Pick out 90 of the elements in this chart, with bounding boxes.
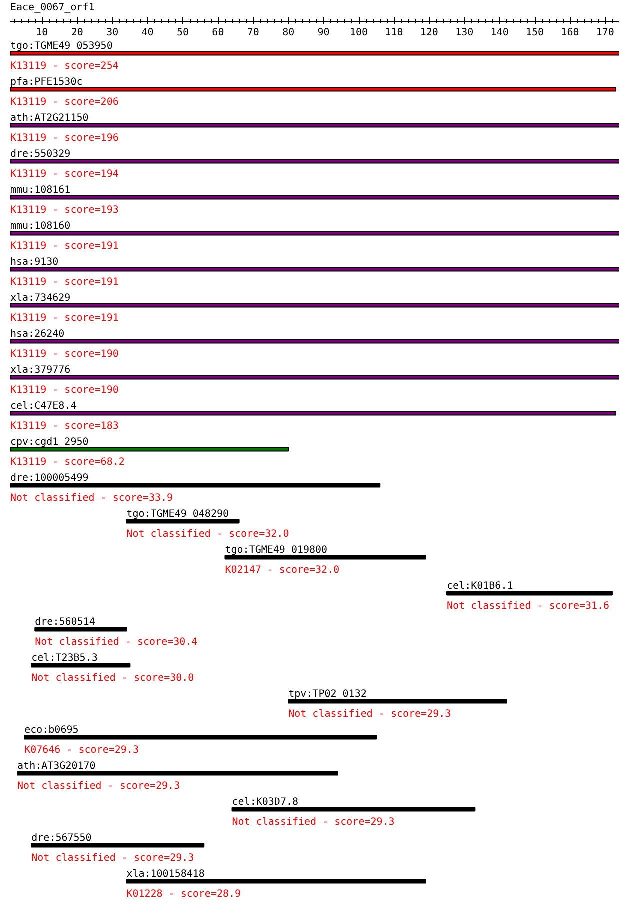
- bar: [224, 555, 426, 560]
- y-tick-label: dre:550329: [10, 149, 71, 160]
- annotation: Not classified - score=29.3: [232, 817, 395, 828]
- y-tick-label: pfa:PFE1530c: [10, 77, 83, 88]
- bar: [10, 51, 620, 56]
- bar: [10, 231, 620, 236]
- annotation: K13119 - score=190: [10, 349, 119, 360]
- annotation: K13119 - score=191: [10, 241, 119, 252]
- annotation: Not classified - score=29.3: [18, 781, 180, 792]
- x-tick-label: 60: [212, 28, 224, 38]
- y-tick-label: xla:734629: [10, 293, 71, 304]
- annotation: K01228 - score=28.9: [126, 889, 242, 900]
- x-tick-label: 100: [350, 28, 368, 38]
- x-tick-label: 130: [456, 28, 474, 38]
- annotation: Not classified - score=29.3: [288, 709, 452, 720]
- y-tick-label: eco:b0695: [24, 725, 79, 736]
- chart-title: Eace_0067_orf1: [10, 2, 95, 14]
- y-tick-label: cel:C47E8.4: [10, 401, 77, 412]
- bar: [288, 699, 508, 704]
- bar: [10, 483, 381, 488]
- x-tick-label: 150: [526, 28, 544, 38]
- annotation: K13119 - score=196: [10, 133, 119, 144]
- annotation: Not classified - score=32.0: [126, 529, 290, 540]
- bar: [10, 375, 620, 380]
- y-tick-label: cel:K01B6.1: [447, 581, 514, 592]
- y-tick-label: xla:100158418: [126, 869, 205, 880]
- annotation: K02147 - score=32.0: [225, 565, 340, 576]
- bar: [10, 87, 616, 92]
- bar: [17, 771, 338, 776]
- y-tick-label: ath:AT3G20170: [18, 761, 96, 772]
- bar: [31, 663, 131, 668]
- y-tick-label: mmu:108161: [10, 185, 71, 196]
- x-tick-label: 80: [282, 28, 295, 38]
- annotation: K13119 - score=191: [10, 277, 119, 288]
- y-tick-label: dre:560514: [35, 617, 96, 628]
- annotation: K13119 - score=193: [10, 205, 119, 216]
- y-tick-label: dre:100005499: [10, 473, 89, 484]
- x-tick-label: 140: [490, 28, 509, 38]
- bar: [126, 519, 240, 524]
- x-tick-label: 70: [247, 28, 260, 38]
- x-tick-label: 40: [142, 28, 154, 38]
- annotation: K13119 - score=190: [10, 385, 119, 396]
- bar: [24, 735, 378, 740]
- y-tick-label: tgo:TGME49_019800: [225, 545, 328, 556]
- y-tick-label: hsa:9130: [10, 257, 59, 268]
- x-tick-label: 120: [420, 28, 438, 38]
- y-tick-label: tgo:TGME49_053950: [10, 41, 113, 52]
- annotation: Not classified - score=31.6: [447, 601, 610, 612]
- bar: [31, 843, 205, 848]
- annotation: K13119 - score=206: [10, 97, 119, 108]
- bar: [10, 411, 616, 416]
- bar: [126, 879, 426, 884]
- y-tick-label: hsa:26240: [10, 329, 65, 340]
- annotation: Not classified - score=33.9: [10, 493, 174, 504]
- bar: [10, 195, 620, 200]
- y-tick-label: tpv:TP02_0132: [288, 689, 367, 700]
- bar: [10, 303, 620, 308]
- x-tick-label: 10: [36, 28, 48, 38]
- bar: [10, 159, 620, 164]
- annotation: K13119 - score=194: [10, 169, 119, 180]
- x-tick-label: 170: [596, 28, 614, 38]
- annotation: K13119 - score=68.2: [10, 457, 125, 468]
- annotation: K13119 - score=254: [10, 61, 119, 72]
- y-tick-label: mmu:108160: [10, 221, 71, 232]
- x-tick-label: 90: [318, 28, 330, 38]
- y-tick-label: cel:T23B5.3: [32, 653, 98, 664]
- annotation: K07646 - score=29.3: [24, 745, 139, 756]
- bar: [446, 591, 613, 596]
- bar: [232, 807, 476, 812]
- annotation: Not classified - score=29.3: [32, 853, 194, 864]
- x-tick-label: 30: [106, 28, 119, 38]
- y-tick-label: xla:379776: [10, 365, 71, 376]
- annotation: Not classified - score=30.4: [35, 637, 198, 648]
- annotation: K13119 - score=183: [10, 421, 119, 432]
- x-tick-label: 110: [385, 28, 404, 38]
- y-tick-label: cpv:cgd1_2950: [10, 437, 89, 448]
- y-tick-label: tgo:TGME49_048290: [126, 509, 230, 520]
- bar: [10, 267, 620, 272]
- x-tick-label: 50: [176, 28, 190, 38]
- x-tick-label: 160: [561, 28, 580, 38]
- x-tick-label: 20: [71, 28, 84, 38]
- annotation: Not classified - score=30.0: [32, 673, 194, 684]
- bar: [34, 627, 128, 632]
- bar: [10, 447, 290, 452]
- y-tick-label: cel:K03D7.8: [232, 797, 299, 808]
- y-tick-label: ath:AT2G21150: [10, 113, 89, 124]
- y-tick-label: dre:567550: [32, 833, 92, 844]
- bar: [10, 123, 620, 128]
- bar: [10, 339, 620, 344]
- annotation: K13119 - score=191: [10, 313, 119, 324]
